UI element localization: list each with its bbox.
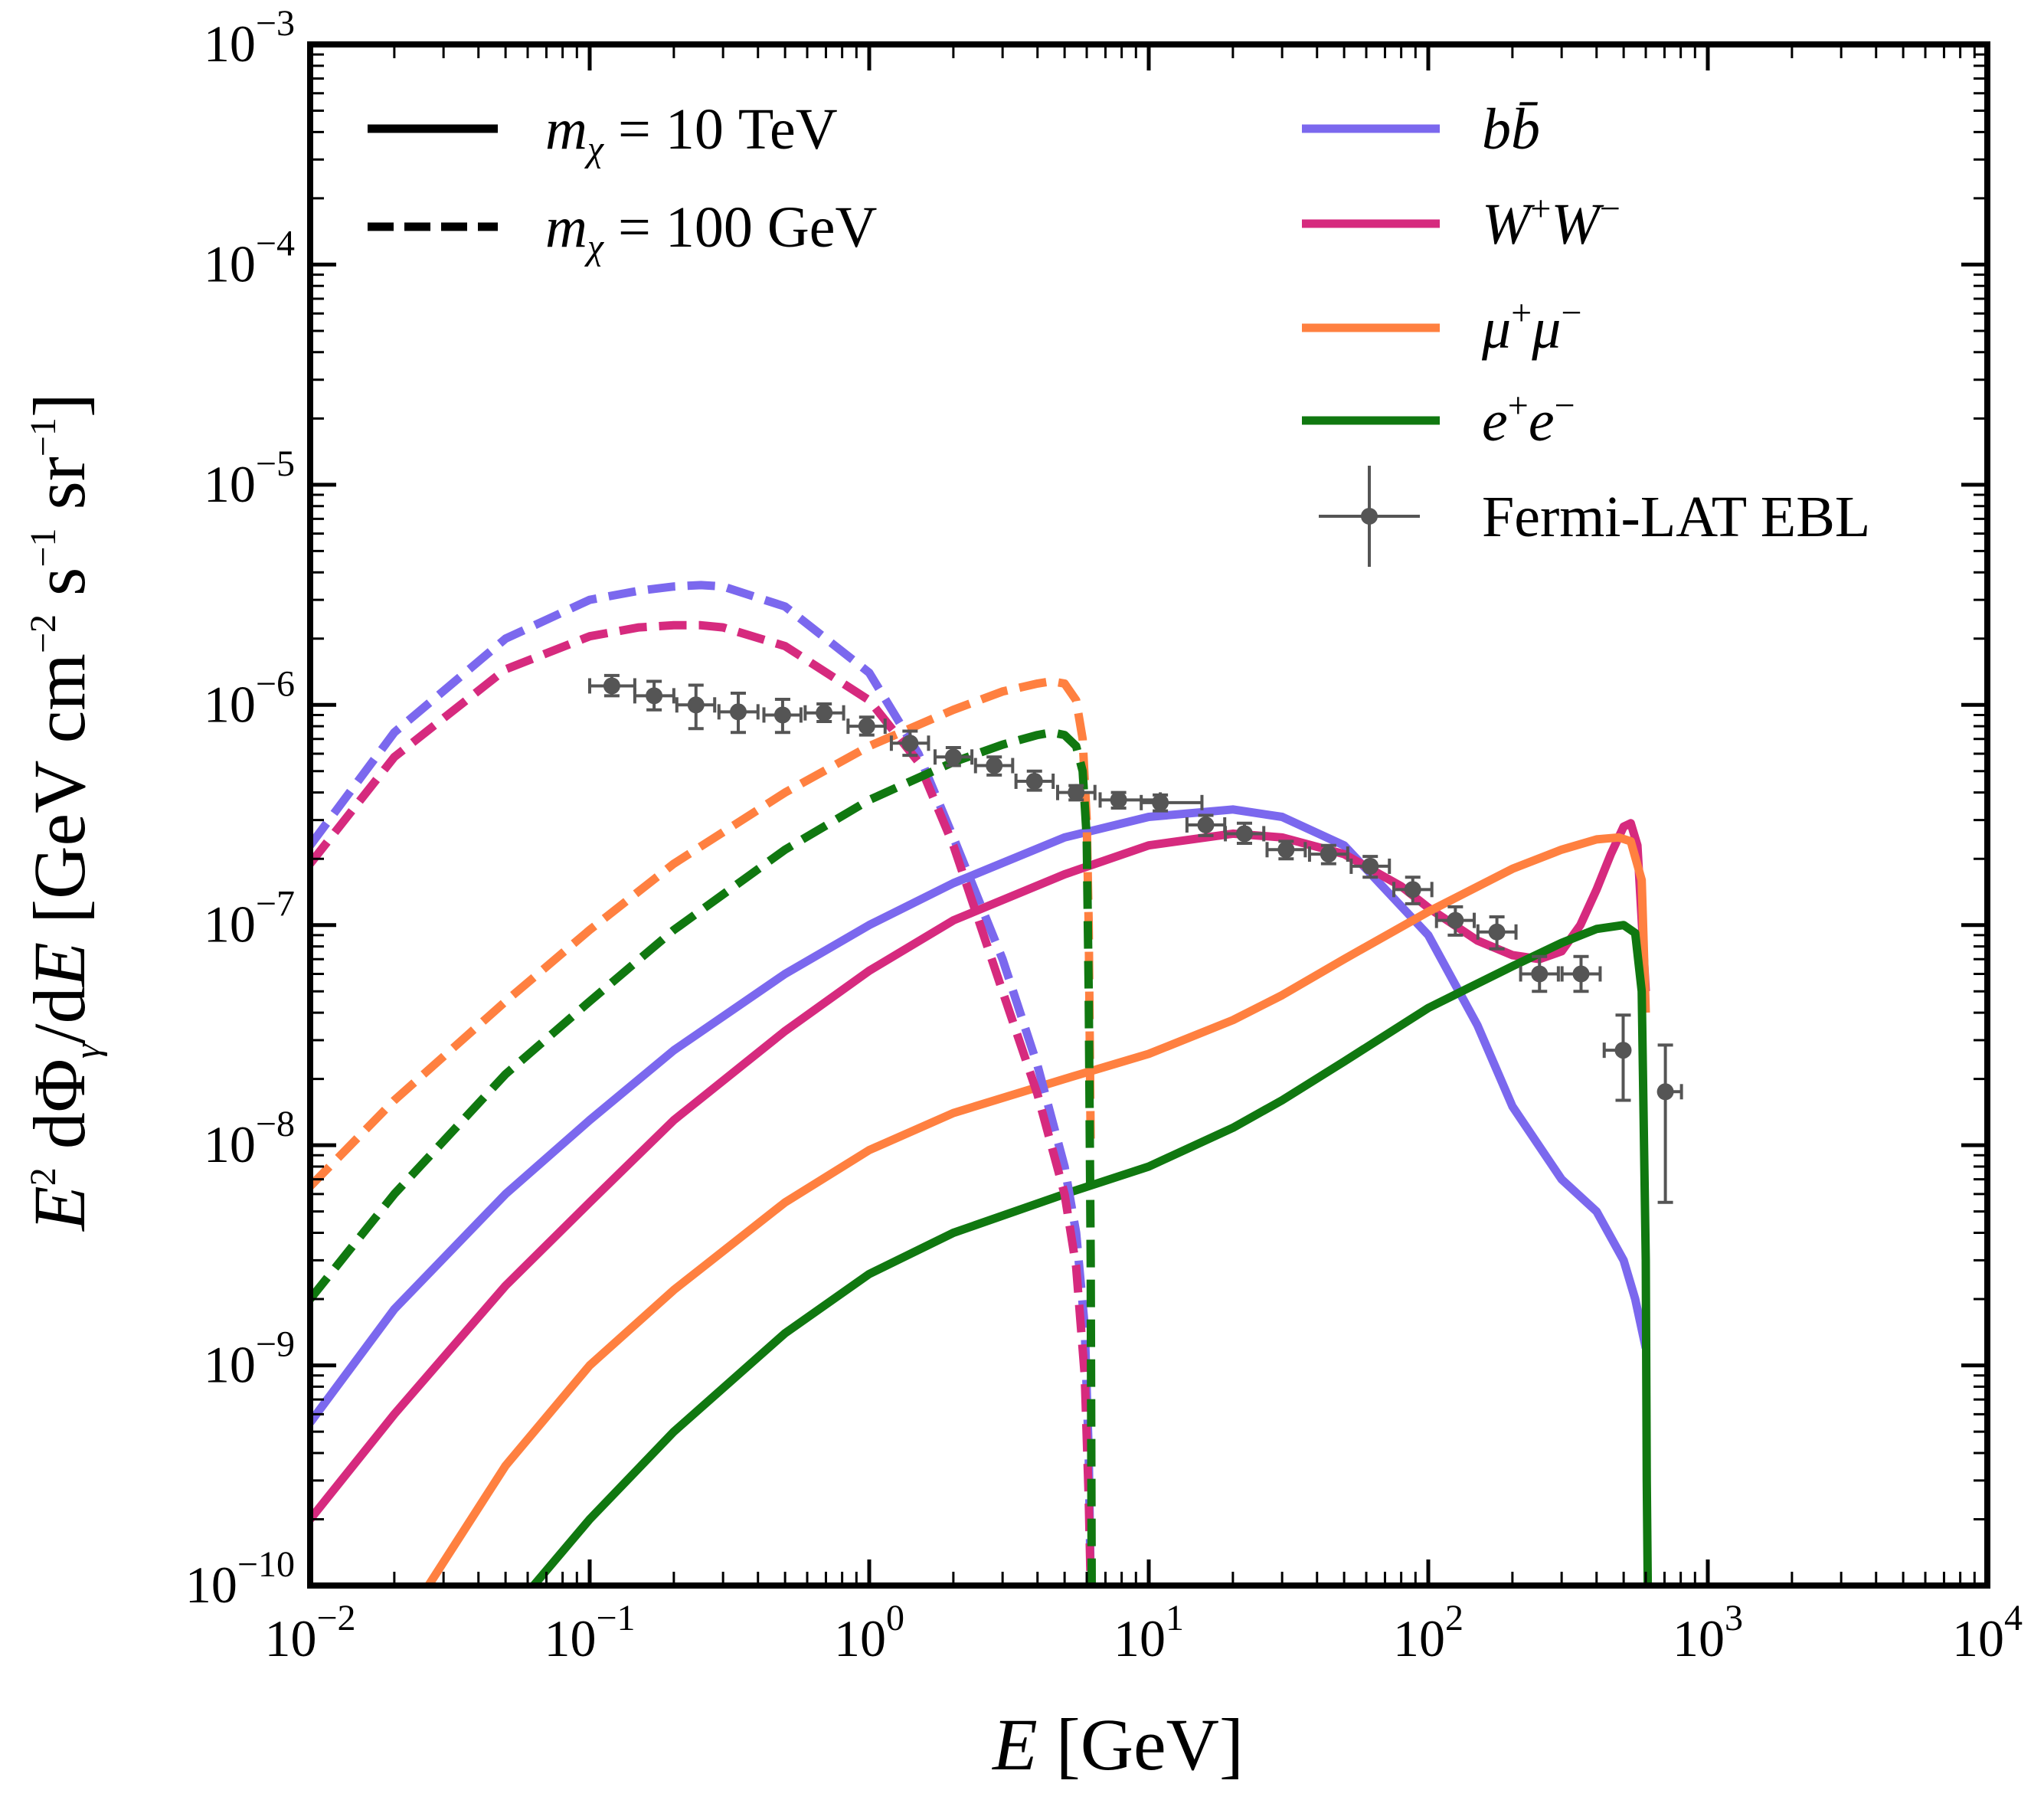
ebl-point <box>1392 875 1434 905</box>
ebl-point <box>933 745 974 767</box>
y-tick-label: 10−10 <box>185 1544 295 1614</box>
ebl-point <box>1055 784 1097 802</box>
ebl-point <box>1519 954 1560 993</box>
ebl-point <box>846 715 887 737</box>
x-tick-label: 10−2 <box>264 1598 355 1667</box>
y-tick-label: 10−9 <box>204 1324 295 1394</box>
ebl-marker <box>729 703 747 721</box>
ebl-point <box>1224 821 1266 846</box>
ebl-marker <box>1068 784 1085 801</box>
legend-label-100gev: mχ = 100 GeV <box>545 195 877 267</box>
series-line-3 <box>530 921 1653 1586</box>
ebl-point <box>1656 1043 1683 1204</box>
legend-label-ebl: Fermi-LAT EBL <box>1482 485 1870 549</box>
y-tick-label: 10−3 <box>204 3 295 73</box>
ebl-point <box>1602 1013 1632 1102</box>
y-tick-label: 10−4 <box>204 223 295 293</box>
ebl-point <box>1140 793 1204 813</box>
ebl-point <box>675 683 717 731</box>
y-tick-label: 10−5 <box>204 443 295 513</box>
y-tick-label: 10−6 <box>204 663 295 733</box>
series-line-2 <box>424 833 1650 1586</box>
x-tick-label: 104 <box>1952 1598 2023 1667</box>
ebl-marker <box>1320 846 1337 863</box>
x-tick-label: 101 <box>1114 1598 1184 1667</box>
y-axis-label: E2 dΦγ/dE [GeV cm−2 s−1 sr−1] <box>18 393 108 1232</box>
x-tick-label: 10−1 <box>544 1598 635 1667</box>
ebl-marker <box>687 696 705 714</box>
ebl-marker <box>1025 772 1043 790</box>
ebl-point <box>973 755 1015 777</box>
ebl-marker <box>1362 857 1379 875</box>
ebl-marker <box>1404 881 1421 898</box>
ebl-marker <box>858 718 875 735</box>
ebl-marker <box>1235 825 1253 843</box>
ebl-point <box>803 702 845 724</box>
legend-label-bb: bb̄ <box>1482 97 1540 162</box>
ebl-point <box>1265 839 1307 861</box>
ebl-marker <box>646 687 663 705</box>
ebl-point <box>889 729 930 758</box>
tick-labels: 10−2 10−1 100 101 102 103 104 10−10 10−9 10−8 10−7… <box>185 3 2023 1667</box>
ebl-marker <box>1447 911 1464 929</box>
ebl-marker <box>1572 965 1590 983</box>
series-line-0 <box>310 805 1650 1425</box>
legend-label-ww: W+W− <box>1482 188 1620 257</box>
x-tick-label: 102 <box>1393 1598 1464 1667</box>
legend-label-10tev: mχ = 10 TeV <box>545 97 838 169</box>
x-tick-label: 103 <box>1673 1598 1743 1667</box>
ebl-marker <box>1110 791 1127 809</box>
x-axis-label: E [GeV] <box>991 1703 1244 1785</box>
ebl-marker <box>1656 1083 1674 1101</box>
ebl-marker <box>773 706 791 724</box>
ebl-marker <box>1488 923 1506 941</box>
legend-ebl-marker <box>1361 508 1378 525</box>
ebl-marker <box>1614 1042 1632 1059</box>
legend-label-ee: e+e− <box>1482 385 1575 453</box>
series-layer <box>310 581 1653 1586</box>
ebl-marker <box>944 748 962 766</box>
ebl-point <box>1307 843 1349 866</box>
ebl-point <box>1434 905 1476 937</box>
ebl-point <box>1014 769 1055 792</box>
data-points-layer <box>588 673 1683 1204</box>
series-line-7 <box>310 728 1096 1586</box>
x-tick-label: 100 <box>834 1598 904 1667</box>
ebl-marker <box>1152 794 1169 811</box>
ebl-point <box>1349 855 1392 879</box>
ebl-marker <box>986 757 1003 774</box>
series-line-4 <box>310 581 1095 1586</box>
ebl-point <box>762 698 803 735</box>
ebl-marker <box>816 704 833 722</box>
legend: mχ = 10 TeV mχ = 100 GeV bb̄ W+W− μ+μ− e… <box>368 97 1870 567</box>
ebl-point <box>1476 915 1518 951</box>
ebl-marker <box>1531 965 1549 983</box>
ebl-point <box>633 679 675 712</box>
series-line-5 <box>310 620 1095 1586</box>
ebl-marker <box>603 677 620 695</box>
ebl-marker <box>1277 841 1295 859</box>
y-tick-label: 10−7 <box>204 884 295 954</box>
ebl-point <box>717 692 760 735</box>
ebl-marker <box>1197 816 1215 833</box>
y-tick-label: 10−8 <box>204 1104 295 1173</box>
legend-label-mumu: μ+μ− <box>1481 293 1581 361</box>
plot-frame <box>307 41 1990 1589</box>
ebl-point <box>1560 954 1602 993</box>
ebl-marker <box>901 735 919 752</box>
